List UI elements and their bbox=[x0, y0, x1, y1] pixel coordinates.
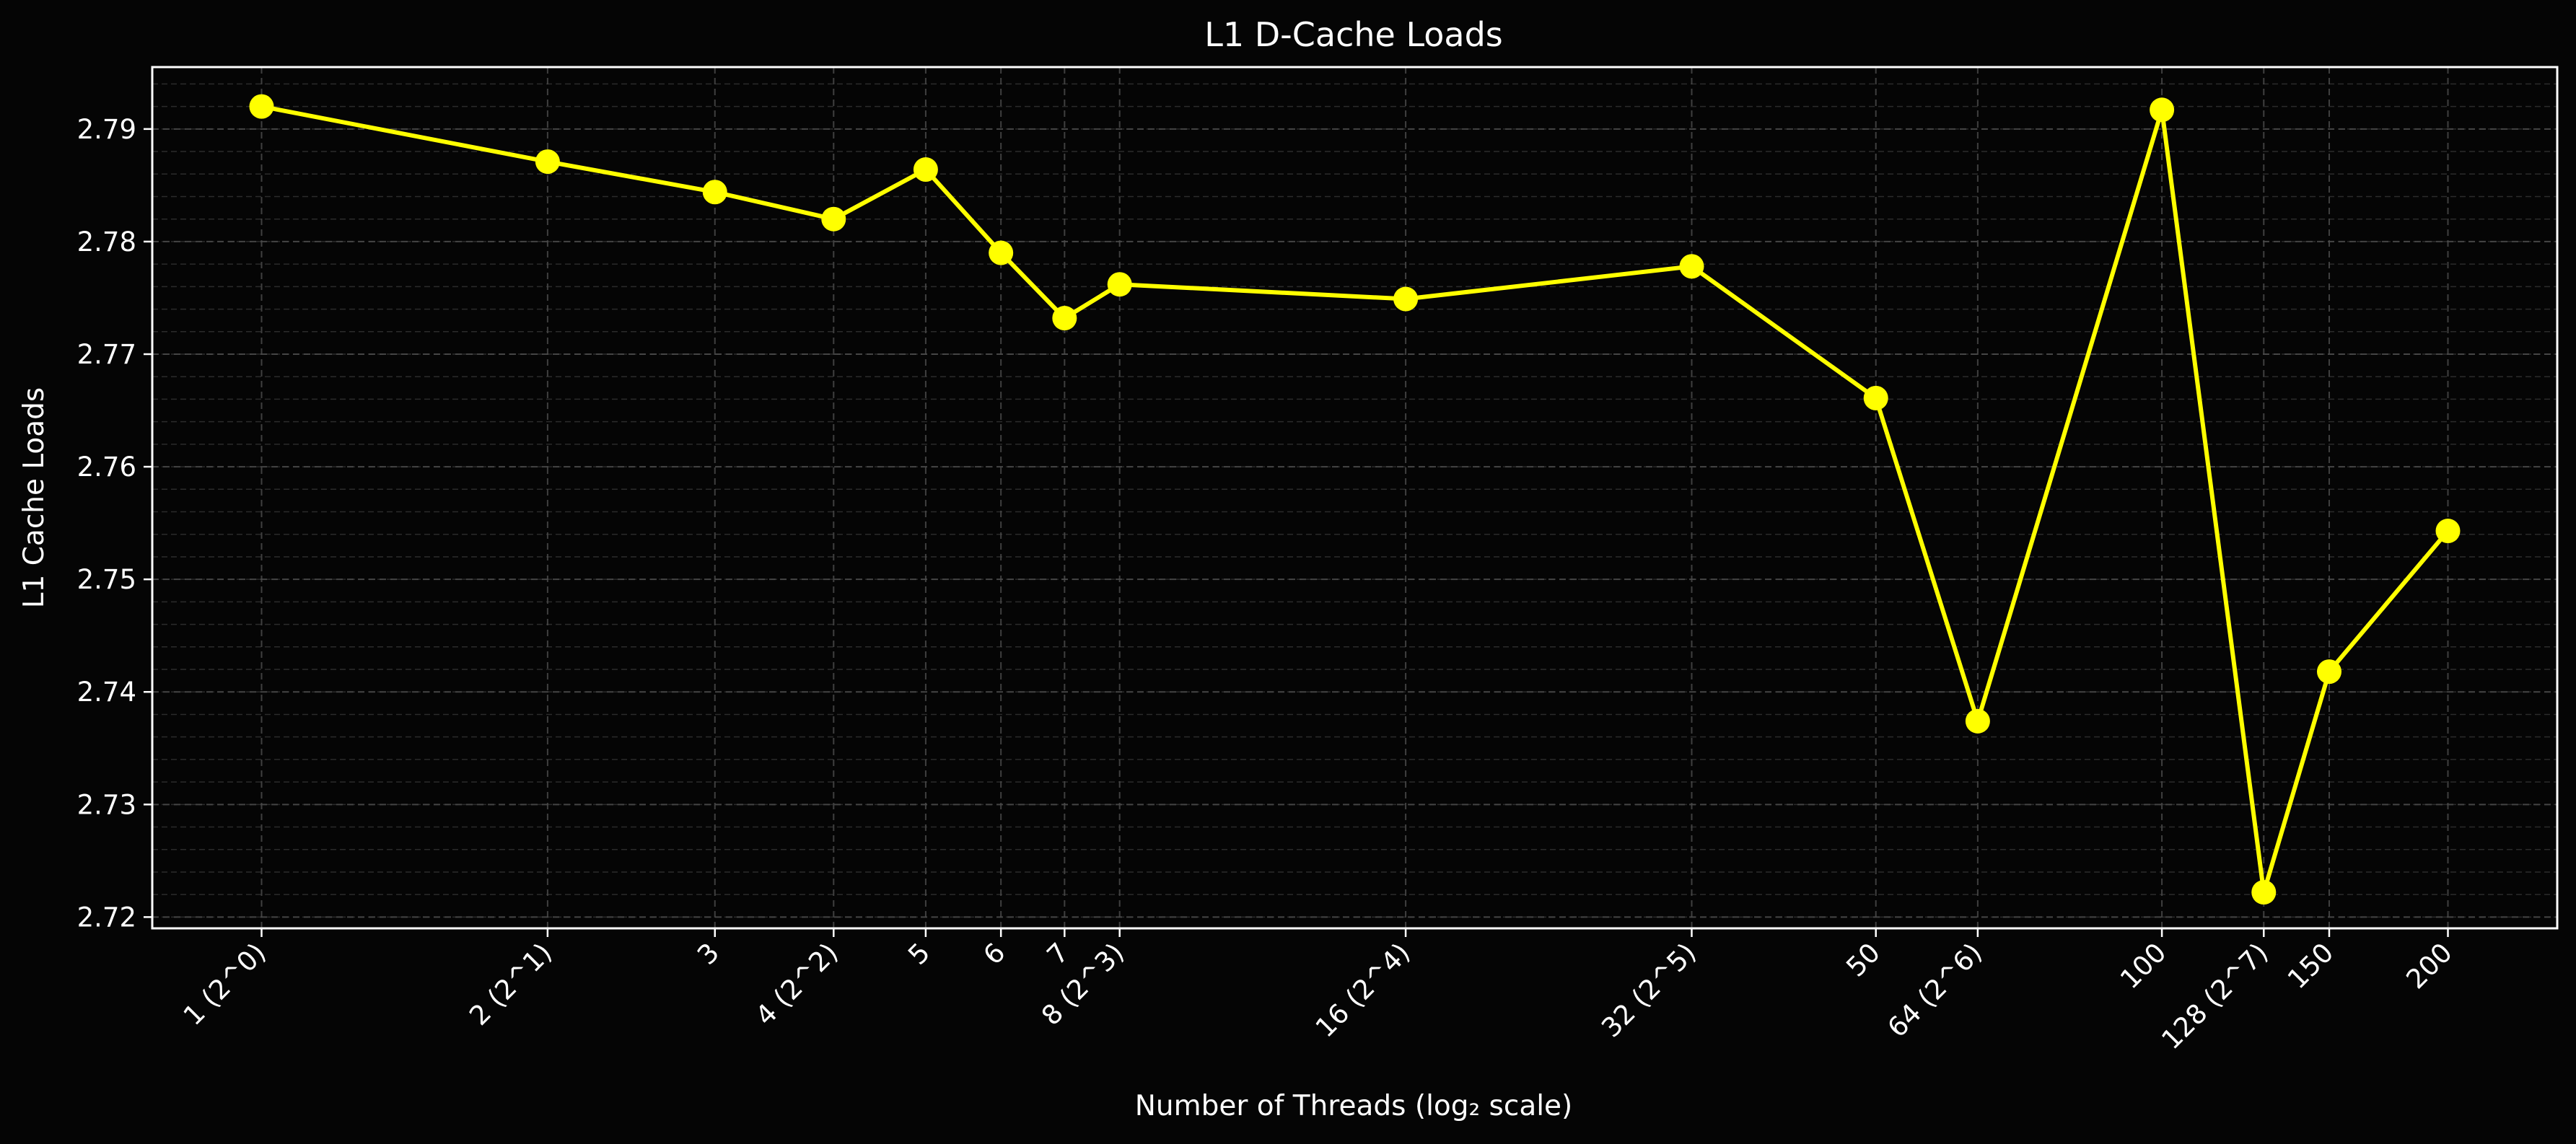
data-point bbox=[1393, 286, 1419, 312]
y-tick-label: 2.79 bbox=[77, 114, 136, 145]
y-axis: 2.72 2.73 2.74 2.75 2.76 2.77 2.78 2.79 bbox=[77, 114, 152, 933]
x-axis-title: Number of Threads (log₂ scale) bbox=[1135, 1090, 1573, 1122]
data-point bbox=[2251, 880, 2277, 905]
data-point bbox=[2316, 659, 2341, 685]
x-tick-label: 1 (2^0) bbox=[178, 937, 272, 1031]
y-tick-label: 2.77 bbox=[77, 339, 136, 370]
x-tick-label: 4 (2^2) bbox=[750, 937, 844, 1031]
y-axis-title: L1 Cache Loads bbox=[18, 387, 51, 609]
plot-area-frame bbox=[151, 66, 2559, 930]
chart-title: L1 D-Cache Loads bbox=[1204, 15, 1503, 54]
x-tick-label: 3 bbox=[691, 937, 725, 971]
data-point bbox=[1679, 254, 1704, 279]
x-axis: 1 (2^0) 2 (2^1) 3 4 (2^2) 5 6 78 (2^3) 16 (2^4)… bbox=[178, 928, 2458, 1055]
x-tick-label: 64 (2^6) bbox=[1882, 937, 1989, 1044]
y-tick-label: 2.74 bbox=[77, 677, 136, 708]
data-point bbox=[1863, 385, 1888, 410]
data-point bbox=[2150, 97, 2175, 123]
data-point bbox=[1965, 708, 1990, 734]
y-tick-label: 2.73 bbox=[77, 789, 136, 820]
grid-lines bbox=[152, 67, 2557, 928]
data-point bbox=[913, 157, 938, 182]
data-point bbox=[249, 94, 274, 119]
x-tick-label: 100 bbox=[2114, 937, 2172, 995]
x-tick-label: 150 bbox=[2282, 937, 2339, 995]
data-point bbox=[821, 206, 846, 232]
data-point bbox=[989, 240, 1014, 265]
series-layer bbox=[249, 94, 2461, 905]
data-point bbox=[2435, 519, 2461, 544]
x-tick-label: 200 bbox=[2401, 937, 2458, 995]
y-tick-label: 2.72 bbox=[77, 902, 136, 933]
x-tick-label: 32 (2^5) bbox=[1595, 937, 1702, 1044]
x-tick-label: 128 (2^7) bbox=[2155, 937, 2274, 1055]
x-tick-label: 6 bbox=[977, 937, 1011, 971]
x-tick-label: 2 (2^1) bbox=[463, 937, 558, 1031]
data-point bbox=[1107, 272, 1132, 297]
data-point bbox=[1052, 306, 1077, 331]
y-tick-label: 2.76 bbox=[77, 452, 136, 483]
data-point bbox=[702, 180, 727, 205]
y-tick-label: 2.75 bbox=[77, 564, 136, 595]
series-line bbox=[260, 104, 2450, 895]
data-point bbox=[535, 149, 560, 175]
x-tick-label: 50 bbox=[1840, 937, 1886, 983]
x-tick-label: 5 bbox=[902, 937, 936, 971]
x-tick-label: 7 bbox=[1041, 937, 1075, 971]
x-tick-label: 16 (2^4) bbox=[1310, 937, 1416, 1044]
y-tick-label: 2.78 bbox=[77, 226, 136, 258]
